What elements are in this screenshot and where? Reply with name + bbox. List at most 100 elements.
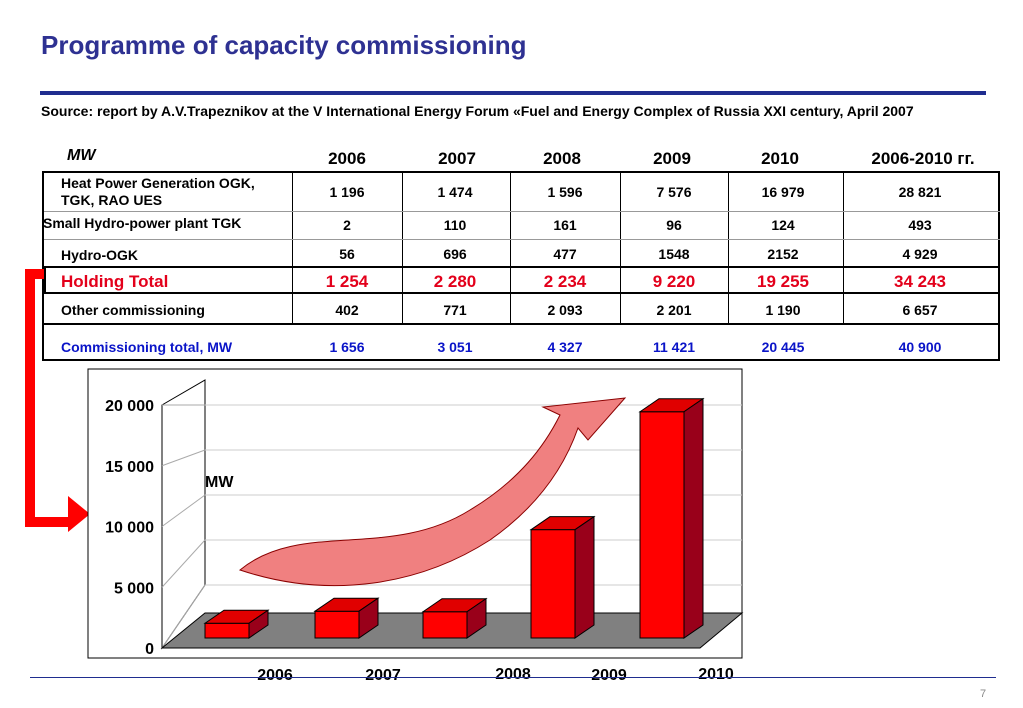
table-divider <box>292 171 293 324</box>
table-cell: 1 474 <box>437 184 473 200</box>
table-cell: 3 051 <box>437 339 473 355</box>
gridline <box>161 584 206 649</box>
x-tick-label: 2010 <box>698 666 734 683</box>
table-cell: 19 255 <box>757 272 809 291</box>
col-header-2010: 2010 <box>761 149 799 168</box>
x-axis-labels: 2006 2007 2008 2009 2010 <box>257 666 734 684</box>
bar-front <box>422 611 468 639</box>
table-cell: 11 421 <box>652 339 696 355</box>
bar-side <box>683 397 704 639</box>
bar-2010 <box>638 397 705 639</box>
row-label-other: Other commissioning <box>61 302 205 318</box>
table-cell: 2 280 <box>433 272 477 291</box>
x-tick-label: 2007 <box>365 667 401 684</box>
table-cell: 1 656 <box>329 339 365 355</box>
table-cell: 2152 <box>767 246 799 262</box>
table-cell: 4 327 <box>547 339 583 355</box>
table-cell: 56 <box>339 246 355 262</box>
table-row-divider <box>44 323 1000 325</box>
table-cell: 40 900 <box>898 339 942 355</box>
table-cell: 2 <box>343 217 351 233</box>
bar-front <box>530 529 576 639</box>
x-tick-label: 2006 <box>257 667 293 684</box>
table-cell: 34 243 <box>894 272 946 291</box>
bar-front <box>314 610 360 639</box>
row-label-heat-power: Heat Power Generation OGK, TGK, RAO UES <box>61 175 255 208</box>
table-cell: 124 <box>771 217 795 233</box>
table-cell: 2 201 <box>656 302 692 318</box>
table-cell: 110 <box>443 217 467 233</box>
row-label-small-hydro: Small Hydro-power plant TGK <box>43 215 242 231</box>
table-cell: 493 <box>908 217 932 233</box>
table-cell: 477 <box>553 246 577 262</box>
page-title: Programme of capacity commissioning <box>41 30 527 60</box>
y-axis-ticks: 0 5 000 10 000 15 000 20 000 <box>105 398 154 658</box>
row-label-commissioning-total: Commissioning total, MW <box>61 339 233 355</box>
table-cell: 1 254 <box>325 272 369 291</box>
table-cell: 2 234 <box>543 272 587 291</box>
col-header-2006: 2006 <box>328 149 366 168</box>
table-cell: 161 <box>553 217 577 233</box>
table-cell: 9 220 <box>652 272 696 291</box>
row-label-holding-total: Holding Total <box>61 272 169 291</box>
x-tick-label: 2009 <box>591 667 627 684</box>
row-label-hydro-ogk: Hydro-OGK <box>61 247 138 263</box>
col-header-2008: 2008 <box>543 149 581 168</box>
table-cell: 7 576 <box>656 184 692 200</box>
footer-rule <box>30 677 996 678</box>
bar-side <box>248 609 269 639</box>
table-divider <box>510 171 511 324</box>
table-cell: 20 445 <box>761 339 805 355</box>
table-cell: 771 <box>443 302 467 318</box>
y-tick-label: 15 000 <box>105 459 154 476</box>
chart-bars <box>203 397 705 639</box>
table-divider <box>843 171 844 324</box>
bar-2006 <box>203 609 270 639</box>
y-tick-label: 20 000 <box>105 398 154 415</box>
table-row-divider <box>44 239 1000 240</box>
bar-2007 <box>313 597 380 639</box>
chart-floor <box>160 612 744 649</box>
table-cell: 1548 <box>658 246 690 262</box>
table-cell: 96 <box>666 217 682 233</box>
bar-front <box>639 411 685 639</box>
bar-side <box>574 515 595 639</box>
table-unit-label: MW <box>67 147 96 164</box>
bar-front <box>204 622 250 639</box>
table-cell: 16 979 <box>761 184 805 200</box>
x-tick-label: 2008 <box>495 666 531 683</box>
table-cell: 2 093 <box>547 302 583 318</box>
title-rule <box>40 91 986 95</box>
col-header-2009: 2009 <box>653 149 691 168</box>
bar-top <box>421 598 488 613</box>
bar-top <box>638 398 705 413</box>
table-cell: 1 196 <box>329 184 365 200</box>
col-header-2007: 2007 <box>438 149 476 168</box>
y-tick-label: 0 <box>145 641 154 658</box>
connector-arrowhead <box>68 496 90 532</box>
growth-arrow-icon <box>238 397 627 587</box>
table-divider <box>402 171 403 324</box>
bar-top <box>313 597 380 612</box>
bar-side <box>358 597 379 639</box>
table-row-divider <box>44 211 1000 212</box>
chart-floor-plane <box>160 612 744 649</box>
y-tick-label: 10 000 <box>105 520 154 537</box>
table-cell: 402 <box>335 302 359 318</box>
chart-side-wall <box>161 379 206 650</box>
table-cell: 6 657 <box>902 302 938 318</box>
y-tick-label: 5 000 <box>114 580 154 597</box>
gridline <box>161 494 206 527</box>
y-axis-unit: MW <box>205 474 234 491</box>
bar-top <box>529 516 596 531</box>
chart-grid <box>161 379 742 650</box>
table-divider <box>620 171 621 324</box>
table-cell: 1 190 <box>765 302 801 318</box>
gridline <box>161 539 206 588</box>
table-divider <box>728 171 729 324</box>
col-header-total: 2006-2010 гг. <box>871 149 975 168</box>
page-number: 7 <box>980 688 987 700</box>
table-cell: 4 929 <box>902 246 938 262</box>
chart-frame <box>87 368 743 659</box>
source-note: Source: report by A.V.Trapeznikov at the… <box>41 103 914 119</box>
